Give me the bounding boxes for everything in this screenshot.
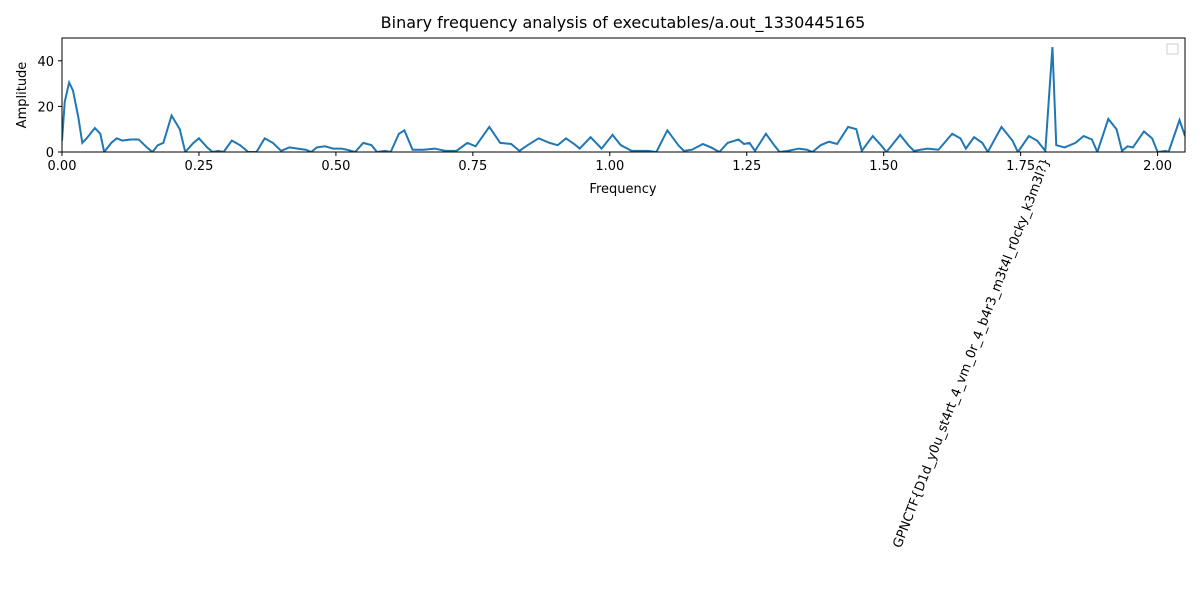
x-tick-label: 1.00 [595, 159, 624, 174]
chart-title: Binary frequency analysis of executables… [381, 13, 866, 33]
y-tick-label: 20 [37, 100, 54, 115]
x-tick-label: 1.75 [1006, 159, 1035, 174]
x-tick-label: 0.25 [184, 159, 213, 174]
x-tick-label: 0.75 [458, 159, 487, 174]
y-axis-label: Amplitude [15, 62, 30, 129]
x-tick-label: 1.50 [869, 159, 898, 174]
x-tick-label: 2.00 [1143, 159, 1172, 174]
x-tick-label: 0.00 [48, 159, 77, 174]
x-tick-label: 1.25 [732, 159, 761, 174]
legend-box [1166, 43, 1179, 55]
x-axis-label: Frequency [589, 182, 656, 197]
y-tick-label: 40 [37, 55, 54, 70]
line-series [62, 47, 1185, 152]
plot-frame [61, 37, 1186, 153]
annotation: GPNCTF{D1d_y0u_st4rt_4_vm_0r_4_b4r3_m3t4… [891, 156, 1054, 550]
y-tick-label: 0 [46, 146, 54, 161]
x-tick-label: 0.50 [321, 159, 350, 174]
